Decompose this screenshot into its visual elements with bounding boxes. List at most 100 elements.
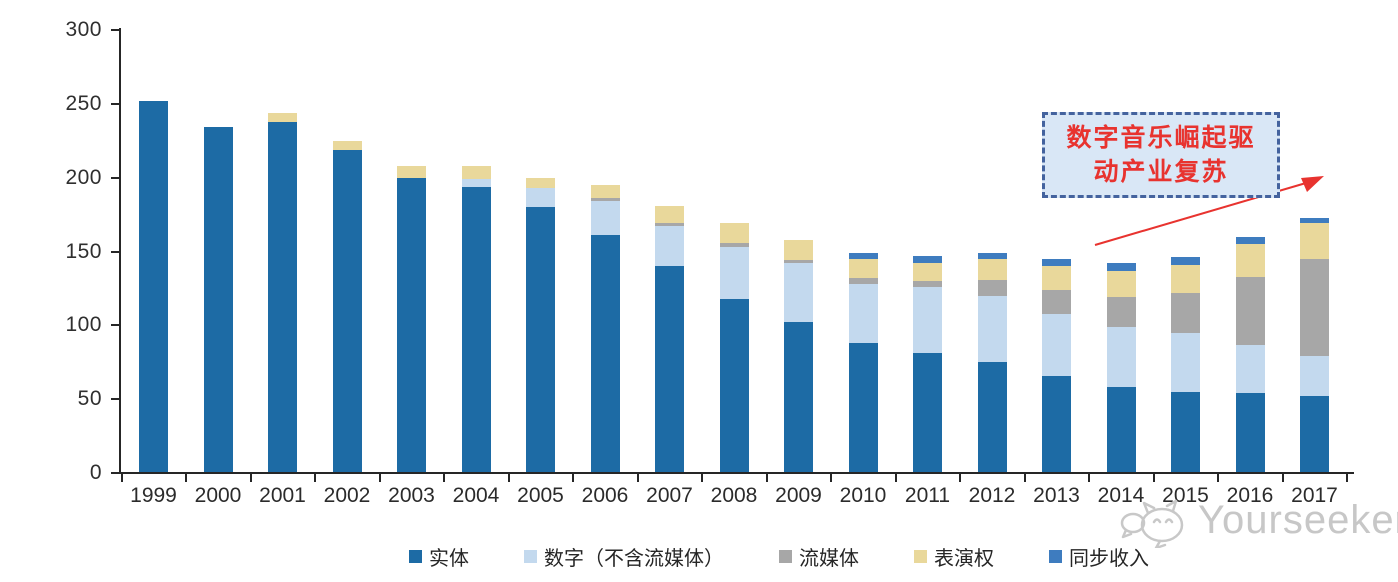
bar-segment-sync-revenue-2010: [848, 252, 878, 259]
bar-segment-sync-revenue-2016: [1235, 236, 1265, 245]
x-axis-tick: [378, 474, 381, 482]
x-axis-tick-label: 2005: [517, 484, 564, 507]
x-axis-tick-label: 2008: [710, 484, 758, 507]
bar-segment-physical-2008: [719, 298, 749, 473]
x-axis-tick-label: 2016: [1226, 484, 1274, 507]
yourseeker-logo-icon: [1120, 499, 1184, 548]
bar-segment-digital-ex-streaming-2016: [1235, 344, 1265, 394]
bar-segment-streaming-2006: [590, 198, 620, 202]
bar-segment-physical-2012: [977, 362, 1007, 473]
x-axis-line: [112, 472, 1354, 474]
y-axis-tick: [111, 250, 119, 253]
x-axis-tick-label: 2006: [581, 484, 629, 507]
bar-segment-digital-ex-streaming-2007: [655, 226, 684, 267]
bar-segment-digital-ex-streaming-2014: [1106, 326, 1136, 388]
legend-label-physical: 实体: [429, 548, 469, 570]
bar-segment-performance-rights-2016: [1235, 244, 1265, 277]
bar-segment-performance-rights-2008: [719, 223, 749, 243]
bar-segment-sync-revenue-2011: [913, 255, 942, 264]
y-axis-tick-label: 250: [65, 91, 102, 115]
x-axis-tick-label: 2001: [259, 484, 306, 507]
bar-segment-digital-ex-streaming-2017: [1300, 356, 1329, 397]
bar-segment-physical-2017: [1300, 396, 1329, 473]
x-axis-tick-label: 2014: [1097, 484, 1145, 507]
bar-segment-physical-2005: [526, 207, 555, 473]
legend-label-streaming: 流媒体: [799, 548, 859, 570]
x-axis-tick: [1023, 474, 1026, 482]
bar-segment-performance-rights-2010: [848, 258, 878, 279]
x-axis-tick: [1217, 474, 1219, 482]
x-axis-tick: [701, 474, 703, 482]
x-axis-tick-label: 2002: [323, 484, 371, 507]
legend-swatch-performance-rights: [914, 550, 927, 563]
bar-segment-physical-2015: [1171, 391, 1200, 473]
legend-item-streaming: 流媒体: [779, 542, 859, 571]
bar-segment-physical-1999: [139, 100, 168, 473]
bar-segment-performance-rights-2003: [397, 165, 426, 178]
y-axis-line: [119, 28, 121, 474]
watermark-text: Yourseeker: [1198, 497, 1398, 542]
bar-segment-streaming-2013: [1042, 289, 1071, 314]
x-axis-tick: [636, 474, 639, 482]
x-axis-tick: [1281, 474, 1284, 482]
x-axis-tick-label: 2007: [646, 484, 693, 507]
annotation-text-line1: 数字音乐崛起驱: [1066, 124, 1256, 152]
bar-segment-performance-rights-2011: [913, 263, 942, 282]
bar-segment-physical-2016: [1235, 393, 1265, 473]
annotation-text-line2: 动产业复苏: [1093, 158, 1229, 186]
y-axis-tick: [111, 176, 119, 179]
bar-segment-streaming-2009: [784, 260, 813, 264]
legend-swatch-digital-ex-streaming: [524, 550, 537, 563]
bar-segment-physical-2002: [332, 149, 362, 473]
bar-segment-physical-2011: [913, 353, 942, 473]
x-axis-tick-label: 2013: [1033, 484, 1080, 507]
bar-segment-digital-ex-streaming-2009: [784, 263, 813, 323]
bar-segment-streaming-2008: [719, 242, 749, 248]
x-axis-tick-label: 1999: [130, 484, 177, 507]
y-axis-tick-label: 0: [89, 461, 102, 484]
x-axis-tick: [572, 474, 574, 482]
bar-segment-digital-ex-streaming-2015: [1171, 332, 1200, 392]
legend-item-digital-ex-streaming: 数字（不含流媒体）: [524, 542, 724, 571]
x-axis-tick-label: 2012: [968, 484, 1016, 507]
y-axis-tick-label: 200: [65, 165, 102, 189]
bar-segment-performance-rights-2017: [1300, 223, 1329, 259]
bar-segment-physical-2003: [397, 177, 426, 473]
x-axis-tick: [1346, 474, 1348, 482]
bar-segment-performance-rights-2002: [332, 140, 362, 150]
bar-segment-sync-revenue-2015: [1171, 257, 1200, 265]
bar-segment-performance-rights-2015: [1171, 264, 1200, 293]
annotation-callout: 数字音乐崛起驱 动产业复苏: [1042, 112, 1280, 198]
bar-segment-streaming-2010: [848, 278, 878, 284]
bar-segment-sync-revenue-2014: [1106, 263, 1136, 271]
x-axis-tick: [507, 474, 510, 482]
bar-segment-sync-revenue-2012: [977, 252, 1007, 259]
x-axis-tick: [1088, 474, 1090, 482]
bar-segment-digital-ex-streaming-2008: [719, 247, 749, 299]
bar-segment-digital-ex-streaming-2013: [1042, 313, 1071, 376]
bar-segment-streaming-2007: [655, 223, 684, 227]
legend-label-digital-ex-streaming: 数字（不含流媒体）: [544, 548, 724, 570]
annotation-arrow-head: [1301, 176, 1324, 192]
bar-segment-sync-revenue-2017: [1300, 217, 1329, 224]
bar-segment-streaming-2015: [1171, 292, 1200, 333]
bar-segment-physical-2007: [655, 266, 684, 473]
x-axis-tick: [894, 474, 897, 482]
bar-segment-physical-2009: [784, 322, 813, 473]
x-axis-tick: [765, 474, 768, 482]
bar-segment-streaming-2017: [1300, 258, 1329, 357]
legend-swatch-streaming: [779, 550, 792, 563]
x-axis-tick-label: 2004: [452, 484, 500, 507]
x-axis-tick: [120, 474, 123, 482]
x-axis-tick-label: 2003: [388, 484, 435, 507]
bar-segment-digital-ex-streaming-2012: [977, 295, 1007, 363]
bar-segment-streaming-2011: [913, 281, 942, 287]
x-axis-tick-label: 2009: [775, 484, 822, 507]
bar-segment-performance-rights-2014: [1106, 270, 1136, 298]
bar-segment-performance-rights-2009: [784, 239, 813, 261]
bar-segment-performance-rights-2004: [461, 165, 491, 180]
bar-segment-physical-2001: [268, 121, 297, 473]
legend-label-sync-revenue: 同步收入: [1069, 548, 1149, 570]
bar-segment-physical-2010: [848, 343, 878, 473]
